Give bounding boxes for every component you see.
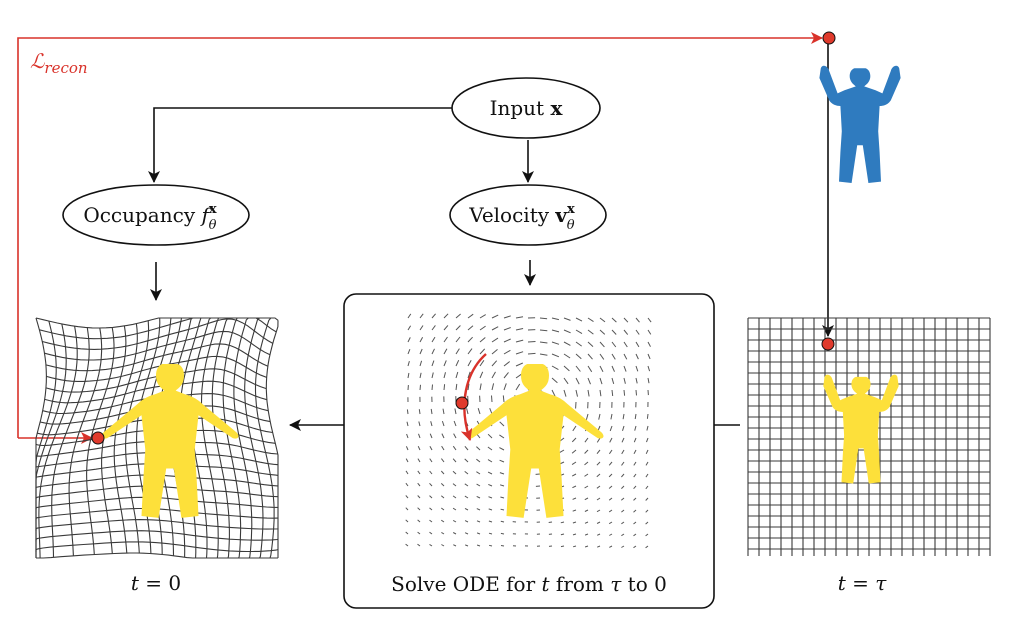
velocity-node: Velocity vx θ <box>449 184 607 246</box>
right-caption: t = τ <box>838 571 888 595</box>
occupancy-node-label: Occupancy fx θ <box>83 202 217 233</box>
ode-point <box>455 396 469 410</box>
canonical-body <box>101 364 239 518</box>
occupancy-node: Occupancy fx θ <box>62 184 250 246</box>
ode-panel: Solve ODE for t from τ to 0 <box>343 293 715 609</box>
solve-caption: Solve ODE for t from τ to 0 <box>391 572 667 596</box>
regular-grid <box>747 317 991 556</box>
posed-body <box>823 374 899 484</box>
trajectory-arrow <box>460 353 487 441</box>
regular-grid-panel: t = τ <box>747 317 991 595</box>
canonical-point <box>91 431 105 445</box>
deformed-grid-panel: t = 0 <box>35 317 279 595</box>
input-node: Input x <box>451 77 601 139</box>
source-point <box>822 31 836 45</box>
loss-label: ℒrecon <box>30 49 88 77</box>
left-caption: t = 0 <box>131 571 181 595</box>
velocity-node-label: Velocity vx θ <box>468 202 575 233</box>
source-body-blue <box>819 65 901 183</box>
reconstruction-loss-path: ℒrecon <box>17 32 823 444</box>
posed-point <box>821 337 835 351</box>
velocity-field <box>405 313 652 549</box>
input-node-label: Input x <box>490 96 564 120</box>
